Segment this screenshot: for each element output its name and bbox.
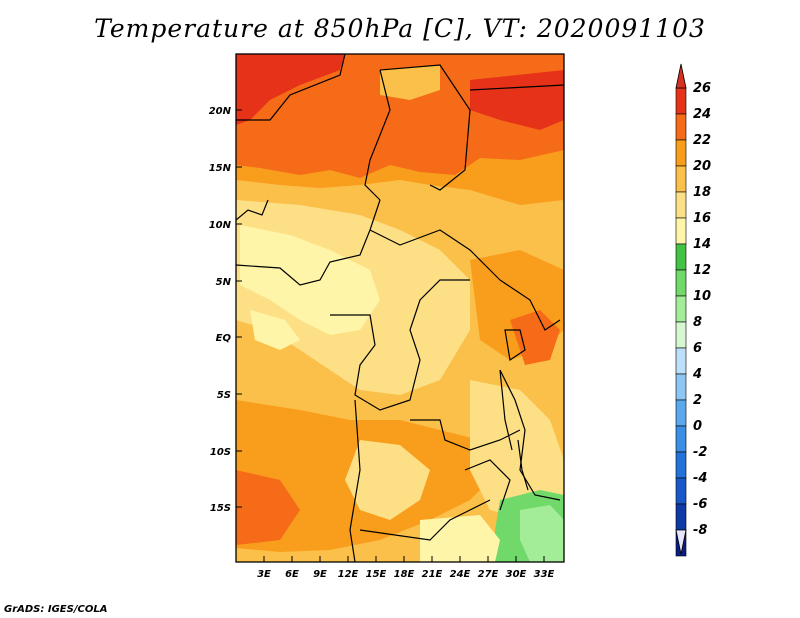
colorbar-boxes [675,87,687,557]
field-band-16 [240,225,380,335]
lat-label-5n: 5N [216,277,232,288]
border-niger-chad [364,69,391,201]
colorbar-box [675,373,687,401]
lon-label-33e: 33E [534,569,555,580]
lat-axis: 20N 15N 10N 5N EQ 5S 10S 15S [209,106,242,514]
grads-credit: GrADS: IGES/COLA [4,604,108,615]
colorbar-box [675,191,687,219]
colorbar-label: 26 [693,81,711,96]
chart-title: Temperature at 850hPa [C], VT: 202009110… [94,14,706,43]
colorbar-box [675,399,687,427]
colorbar-under-triangle [675,529,687,555]
border-angola-coast [349,399,361,562]
lon-label-15e: 15E [366,569,387,580]
lon-label-12e: 12E [338,569,359,580]
colorbar-label: 16 [693,211,711,226]
lake-victoria [504,329,526,362]
border-ghana-togo [236,199,269,221]
lon-label-27e: 27E [478,569,499,580]
lat-label-20n: 20N [209,106,232,117]
lon-label-9e: 9E [313,569,327,580]
colorbar-label: 0 [693,419,702,434]
temperature-field [236,54,564,562]
colorbar-label: -8 [693,523,707,538]
border-libya-chad-sudan [379,64,471,191]
lake-malawi [517,439,529,491]
colorbar-box [675,477,687,505]
lon-label-18e: 18E [394,569,415,580]
lat-label-5s: 5S [217,390,231,401]
colorbar-box [675,217,687,245]
lon-label-21e: 21E [422,569,443,580]
colorbar-label: 24 [693,107,711,122]
border-tanzania-mozambique [499,369,561,501]
colorbar-box [675,321,687,349]
lat-label-15s: 15S [210,503,231,514]
colorbar-label: 10 [693,289,711,304]
lat-label-10n: 10N [209,220,232,231]
colorbar-box [675,347,687,375]
colorbar-over-triangle [675,63,687,89]
field-band-16-coast [250,310,300,350]
lon-label-3e: 3E [257,569,271,580]
lon-label-24e: 24E [450,569,471,580]
colorbar-label: 20 [693,159,711,174]
colorbar-box [675,503,687,531]
lon-label-30e: 30E [506,569,527,580]
colorbar-label: 2 [693,393,702,408]
lat-label-eq: EQ [216,333,232,344]
field-band-26-east [470,70,564,130]
field-band-10 [520,505,564,562]
field-patch-20-north [380,65,440,100]
colorbar-box [675,87,687,115]
colorbar-label: 18 [693,185,711,200]
colorbar-box [675,295,687,323]
field-band-16-south [420,515,500,562]
colorbar-box [675,425,687,453]
colorbar-label: -2 [693,445,707,460]
border-car-chad [369,229,501,281]
border-drc-angola-zambia [410,419,521,451]
lat-label-10s: 10S [210,447,231,458]
colorbar-box [675,139,687,167]
country-borders [236,54,564,562]
colorbar-box [675,113,687,141]
colorbar-label: -4 [693,471,707,486]
lon-label-6e: 6E [285,569,299,580]
border-algeria-niger [236,54,346,121]
border-zambia-zimbabwe [464,459,511,511]
border-uganda-kenya [499,279,561,331]
colorbar-label: 14 [693,237,711,252]
colorbar-label: 6 [693,341,702,356]
border-egypt-sudan [469,84,564,91]
colorbar-box [675,243,687,271]
field-band-26-west [236,54,345,125]
lake-tanganyika [499,369,513,451]
colorbar-label: 4 [692,367,702,382]
border-nigeria-cameroon [236,199,381,286]
map-frame [235,53,565,563]
lat-label-15n: 15N [209,163,232,174]
colorbar-box [675,269,687,297]
colorbar-label: 12 [693,263,711,278]
colorbar-box [675,165,687,193]
colorbar-label: -6 [693,497,707,512]
colorbar-label: 22 [693,133,711,148]
colorbar-box [675,451,687,479]
colorbar-label: 8 [693,315,702,330]
border-congo-drc [330,279,470,411]
field-band-18-south [345,440,430,520]
border-angola-namibia [359,499,491,541]
lon-axis: 3E 6E 9E 12E 15E 18E 21E 24E 27E 30E 33E [257,556,555,580]
field-band-24-southwest [236,470,300,545]
field-band-18-southeast [470,380,564,520]
